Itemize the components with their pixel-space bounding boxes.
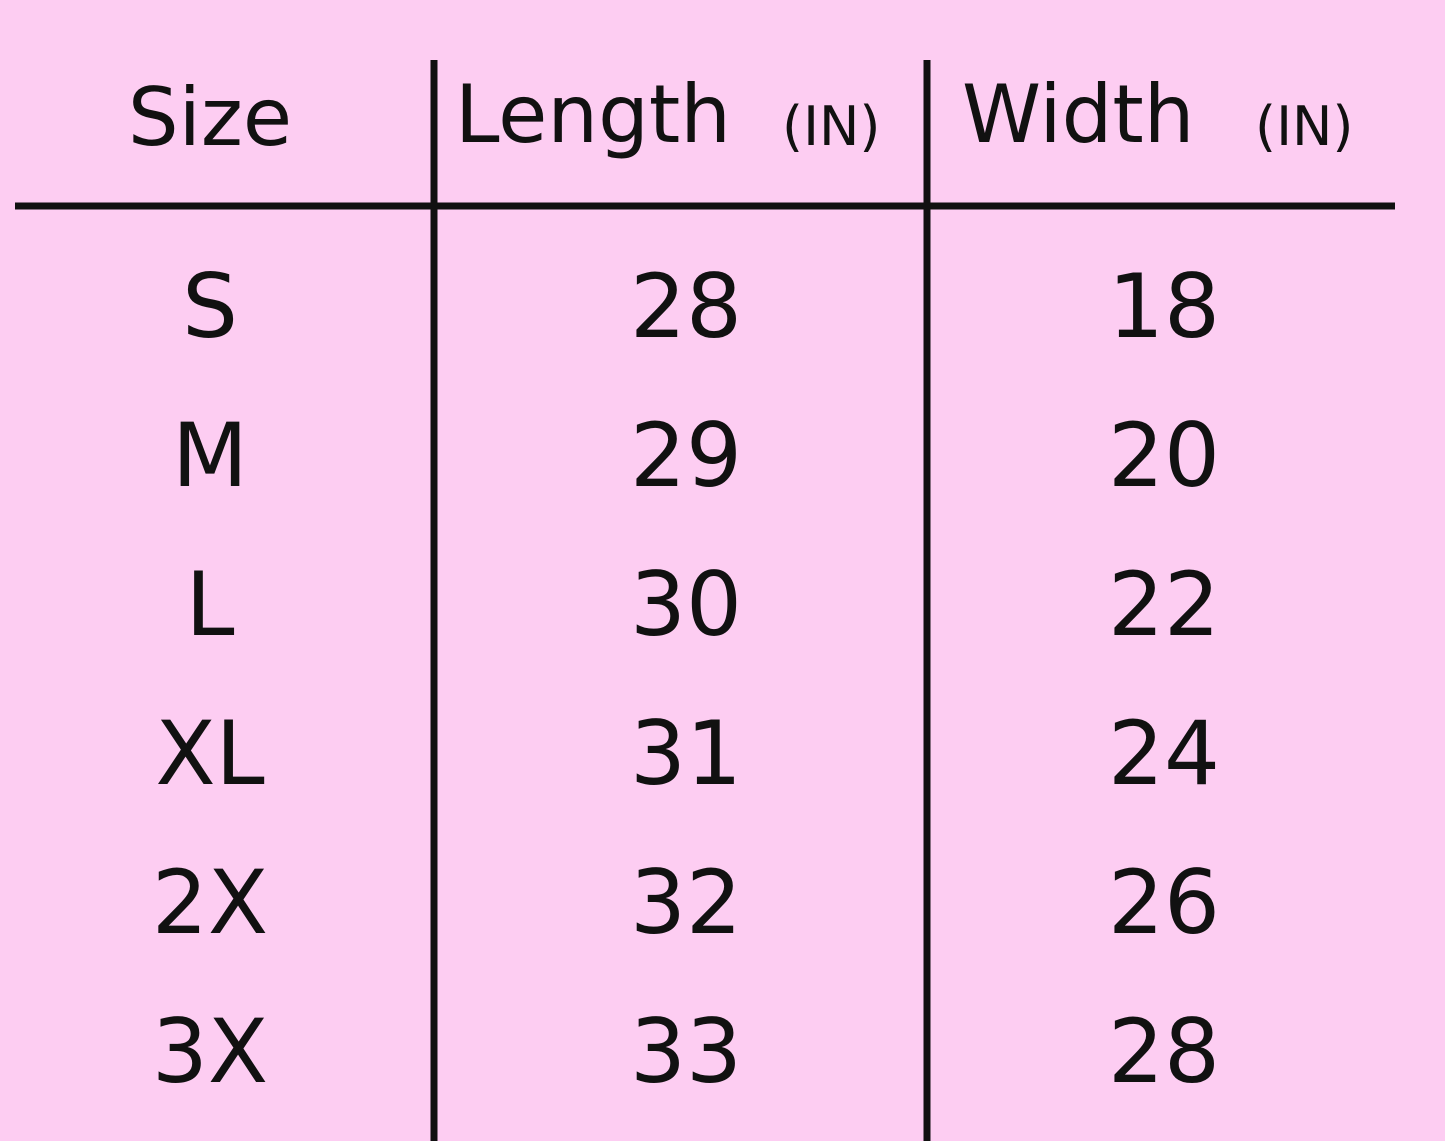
table-cell: 30 (630, 553, 742, 656)
table-cell: 28 (1108, 1000, 1220, 1103)
table-cell: 18 (1108, 255, 1220, 358)
table-cell: S (182, 255, 238, 358)
header-unit: (IN) (1255, 95, 1353, 158)
table-cell: M (172, 404, 248, 507)
header-unit: (IN) (782, 95, 880, 158)
table-cell: 24 (1108, 702, 1220, 805)
table-cell: 32 (630, 851, 742, 954)
table-cell: 29 (630, 404, 742, 507)
table-cell: 26 (1108, 851, 1220, 954)
table-cell: 2X (152, 851, 268, 954)
table-cell: 3X (152, 1000, 268, 1103)
table-cell: 33 (630, 1000, 742, 1103)
table-cell: 31 (630, 702, 742, 805)
header-label: Size (128, 71, 292, 164)
table-cell: XL (155, 702, 264, 805)
table-cell: 20 (1108, 404, 1220, 507)
table-cell: 22 (1108, 553, 1220, 656)
header-label: Width (962, 68, 1194, 161)
header-label: Length (455, 68, 731, 161)
table-cell: L (185, 553, 234, 656)
table-cell: 28 (630, 255, 742, 358)
